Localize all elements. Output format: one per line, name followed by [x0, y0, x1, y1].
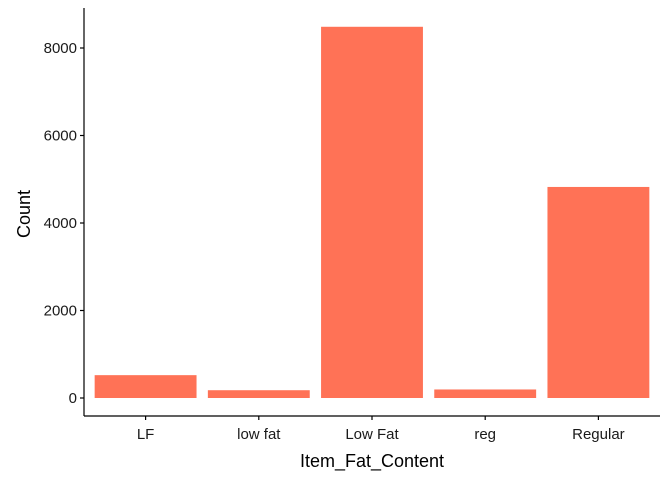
- bar-low-fat: [208, 390, 310, 398]
- x-tick-label: low fat: [237, 426, 281, 443]
- y-tick-label: 4000: [44, 215, 77, 232]
- y-tick-label: 2000: [44, 303, 77, 320]
- y-tick-label: 6000: [44, 128, 77, 145]
- bar-reg: [434, 389, 536, 398]
- y-tick-label: 8000: [44, 40, 77, 57]
- x-tick-label: Low Fat: [345, 426, 399, 443]
- bar-regular: [547, 187, 649, 398]
- x-tick-label: Regular: [572, 426, 625, 443]
- x-tick-label: reg: [474, 426, 496, 443]
- x-tick-label: LF: [137, 426, 155, 443]
- y-axis-title: Count: [14, 190, 34, 238]
- x-axis-title: Item_Fat_Content: [300, 451, 444, 472]
- bar-low-fat: [321, 27, 423, 398]
- bar-lf: [95, 375, 197, 398]
- y-tick-label: 0: [69, 390, 77, 407]
